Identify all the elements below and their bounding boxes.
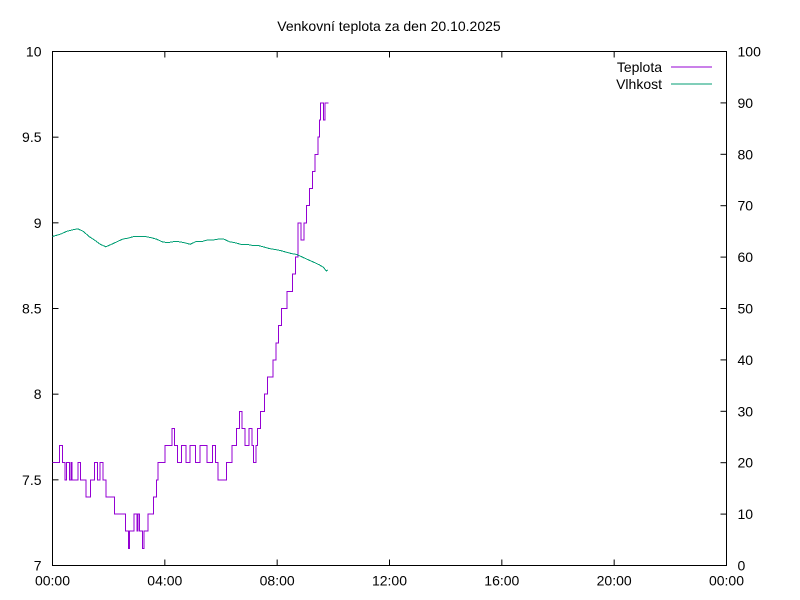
tick-labels-layer: 00:00 04:00 08:00 12:00 16:00 20:00 00:0077.58… [22, 44, 761, 589]
y2-tick-label: 20 [738, 455, 754, 471]
y2-tick-label: 0 [738, 558, 746, 574]
y2-tick-label: 50 [738, 301, 754, 317]
ticks-layer [52, 51, 727, 566]
y2-tick-label: 70 [738, 198, 754, 214]
x-tick-label: 16:00 [484, 573, 519, 589]
chart-title: Venkovní teplota za den 20.10.2025 [277, 18, 501, 34]
y-tick-label: 8 [34, 386, 42, 402]
x-tick-label: 08:00 [260, 573, 295, 589]
y-tick-label: 7.5 [22, 472, 42, 488]
y2-tick-label: 90 [738, 95, 754, 111]
legend-label-vlhkost: Vlhkost [616, 76, 662, 92]
y-tick-label: 10 [26, 44, 42, 60]
y-tick-label: 7 [34, 558, 42, 574]
x-tick-label: 20:00 [597, 573, 632, 589]
series-layer [52, 102, 329, 549]
y2-tick-label: 60 [738, 249, 754, 265]
x-tick-label: 04:00 [147, 573, 182, 589]
series-line-teplota [52, 102, 329, 549]
x-tick-label: 00:00 [709, 573, 744, 589]
y2-tick-label: 30 [738, 403, 754, 419]
legend-label-teplota: Teplota [617, 59, 662, 75]
y-tick-label: 9 [34, 215, 42, 231]
y2-tick-label: 10 [738, 506, 754, 522]
x-tick-label: 00:00 [35, 573, 70, 589]
y-tick-label: 9.5 [22, 129, 42, 145]
y2-tick-label: 40 [738, 352, 754, 368]
y-tick-label: 8.5 [22, 301, 42, 317]
y2-tick-label: 80 [738, 146, 754, 162]
series-line-vlhkost [52, 228, 328, 272]
plot-area-frame [52, 51, 727, 566]
x-tick-label: 12:00 [372, 573, 407, 589]
y2-tick-label: 100 [738, 44, 762, 60]
